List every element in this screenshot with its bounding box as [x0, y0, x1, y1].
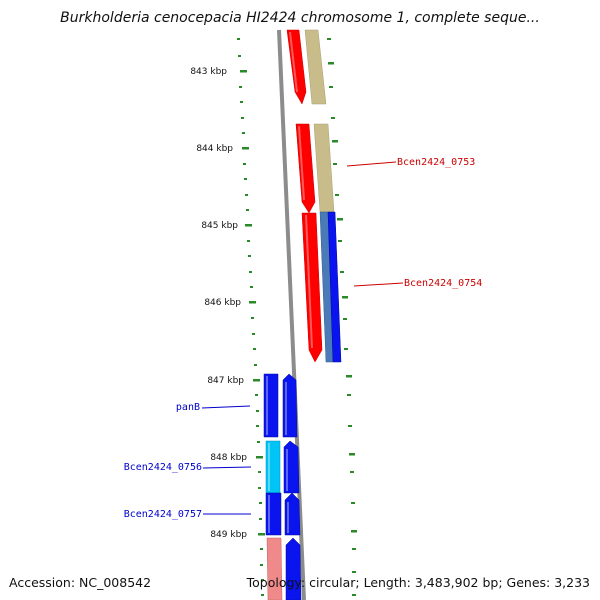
map-title: Burkholderia cenocepacia HI2424 chromoso… — [60, 10, 540, 26]
tick-label-846: 846 kbp — [204, 298, 241, 308]
tick-label-849: 849 kbp — [210, 530, 247, 540]
tick-843 — [240, 70, 247, 73]
tick-label-847: 847 kbp — [207, 376, 244, 386]
leader-panb — [201, 405, 251, 409]
gene-bcen2424-0754[interactable] — [301, 212, 323, 363]
gene-red-top[interactable] — [286, 29, 307, 105]
label-bcen2424-0753[interactable]: Bcen2424_0753 — [397, 157, 475, 168]
right-ticks — [327, 38, 357, 596]
left-minor-ticks — [237, 38, 264, 596]
gene-highlights — [266, 31, 313, 533]
genome-summary-text: Topology: circular; Length: 3,483,902 bp… — [246, 575, 590, 590]
tick-847 — [253, 379, 260, 382]
tick-label-843: 843 kbp — [190, 67, 227, 77]
gene-bcen2424-0757-outer[interactable] — [265, 492, 282, 536]
gene-pink-bottom[interactable] — [266, 537, 283, 600]
tick-label-845: 845 kbp — [201, 221, 238, 231]
leader-bcen2424-0754 — [353, 282, 404, 287]
label-bcen2424-0757[interactable]: Bcen2424_0757 — [124, 509, 202, 520]
leader-bcen2424-0756 — [202, 466, 252, 469]
gene-blue-bottom[interactable] — [285, 537, 302, 600]
leader-bcen2424-0753 — [346, 161, 397, 167]
tick-label-844: 844 kbp — [196, 144, 233, 154]
left-major-ticks — [240, 70, 265, 536]
tick-849 — [258, 533, 265, 536]
tick-845 — [245, 224, 252, 227]
gene-bcen2424-0756[interactable] — [283, 440, 300, 494]
tick-844 — [242, 147, 249, 150]
label-panb[interactable]: panB — [176, 402, 200, 413]
gene-bcen2424-0757[interactable] — [284, 492, 301, 536]
label-bcen2424-0756[interactable]: Bcen2424_0756 — [124, 462, 202, 473]
tick-846 — [249, 301, 256, 304]
tick-848 — [256, 456, 263, 459]
accession-text: Accession: NC_008542 — [9, 575, 152, 590]
gene-blue-right[interactable] — [327, 211, 342, 363]
label-bcen2424-0754[interactable]: Bcen2424_0754 — [404, 278, 482, 289]
gene-bcen2424-0753[interactable] — [295, 123, 316, 214]
genome-axis — [277, 29, 306, 600]
gene-panb-outer[interactable] — [263, 373, 279, 438]
tick-label-848: 848 kbp — [210, 453, 247, 463]
gene-khaki-top[interactable] — [304, 29, 327, 105]
gene-khaki-mid[interactable] — [313, 123, 335, 213]
gene-panb-inner[interactable] — [282, 373, 298, 438]
